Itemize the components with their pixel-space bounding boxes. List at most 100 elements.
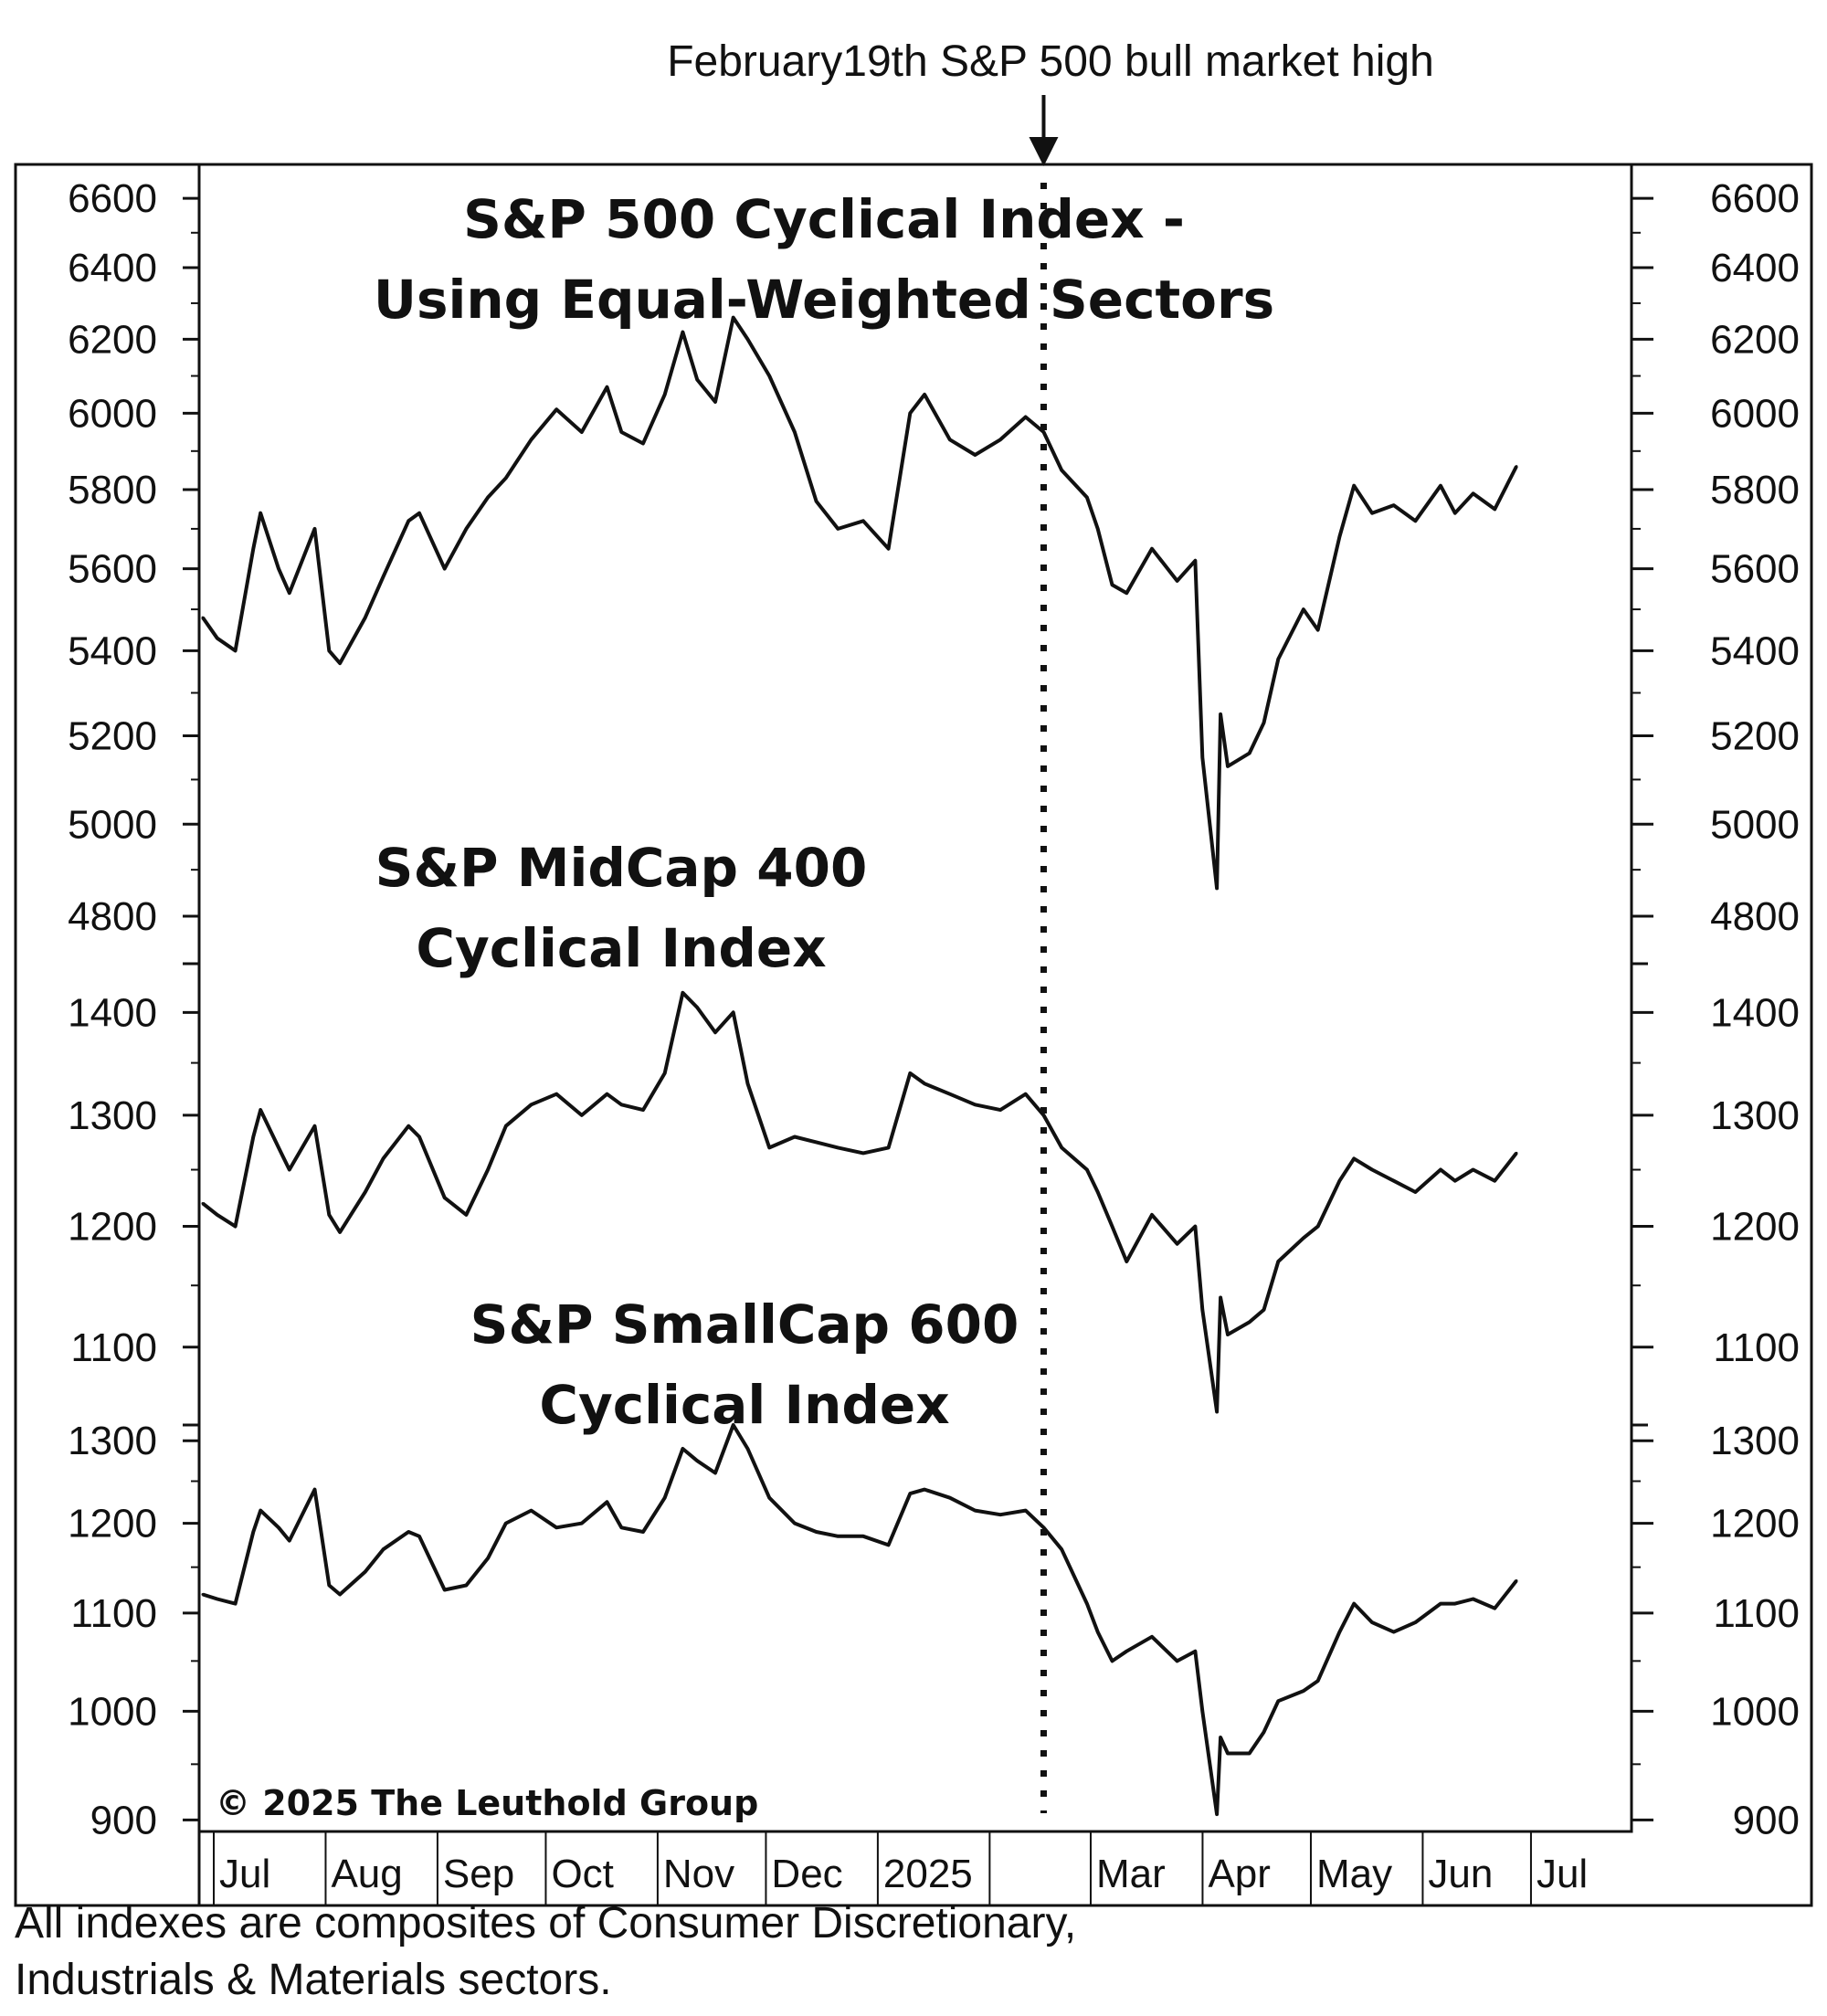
data-point (288, 1168, 291, 1172)
right-y-tick-label: 5400 (1710, 628, 1800, 673)
data-point (382, 575, 385, 578)
data-point (1302, 607, 1305, 611)
copyright-text: © 2025 The Leuthold Group (216, 1783, 758, 1823)
data-point (1515, 465, 1518, 469)
data-point (1200, 1709, 1204, 1713)
data-point (251, 547, 255, 551)
data-point (746, 1447, 750, 1451)
data-point (1262, 1730, 1265, 1734)
left-y-tick-label: 5800 (68, 468, 157, 512)
data-point (1041, 1525, 1045, 1529)
data-point (407, 1124, 410, 1128)
data-point (619, 1103, 623, 1106)
data-point (641, 1530, 645, 1534)
left-y-tick-label: 1000 (68, 1689, 157, 1734)
data-point (793, 430, 797, 434)
data-point (887, 1145, 891, 1149)
data-point (1493, 1179, 1496, 1183)
data-point (1439, 1602, 1442, 1606)
data-point (277, 1145, 280, 1149)
footnote-line-1: All indexes are composites of Consumer D… (15, 1899, 1077, 1947)
data-point (1352, 1156, 1356, 1160)
data-point (1024, 1509, 1028, 1513)
data-point (836, 527, 840, 531)
data-point (1493, 1607, 1496, 1610)
data-point (923, 1488, 926, 1492)
data-point (815, 500, 818, 503)
left-y-tick-label: 1200 (68, 1502, 157, 1546)
data-point (1215, 1812, 1219, 1816)
data-point (486, 496, 490, 500)
left-y-tick-label: 1300 (68, 1419, 157, 1463)
data-point (767, 1496, 771, 1500)
data-point (1472, 1168, 1475, 1172)
data-point (1316, 628, 1320, 632)
data-point (259, 512, 262, 515)
data-point (364, 616, 367, 619)
data-point (1316, 1679, 1320, 1683)
data-point (1337, 535, 1341, 539)
data-point (382, 1547, 385, 1551)
month-label: May (1316, 1852, 1392, 1896)
data-point (1493, 507, 1496, 511)
right-y-tick-label: 1200 (1710, 1205, 1800, 1250)
right-y-tick-label: 4800 (1710, 894, 1800, 939)
data-point (234, 1602, 238, 1606)
data-point (641, 1108, 645, 1112)
left-y-tick-label: 5600 (68, 547, 157, 592)
data-point (327, 649, 331, 652)
footnote-line-2: Industrials & Materials sectors. (15, 1956, 612, 2004)
outer-frame (14, 163, 1813, 1907)
left-y-tick-label: 1300 (68, 1093, 157, 1138)
data-point (234, 649, 238, 652)
data-point (1302, 1236, 1305, 1240)
data-point (1248, 1752, 1251, 1756)
data-point (1370, 512, 1374, 515)
data-point (605, 1500, 608, 1504)
data-point (1248, 752, 1251, 755)
data-point (201, 1201, 205, 1205)
data-point (681, 1447, 684, 1451)
data-point (580, 1114, 584, 1117)
panel-title-line: S&P SmallCap 600 (470, 1293, 1019, 1356)
data-point (312, 1488, 316, 1492)
data-point (1193, 1650, 1197, 1653)
data-point (580, 1522, 584, 1525)
data-point (732, 316, 735, 320)
right-y-tick-label: 1300 (1710, 1093, 1800, 1138)
data-point (554, 1092, 558, 1096)
left-y-tick-label: 1400 (68, 990, 157, 1035)
data-point (998, 1513, 1002, 1516)
data-point (695, 1006, 699, 1009)
data-point (1392, 1179, 1396, 1183)
data-point (443, 1588, 447, 1591)
data-point (1219, 712, 1222, 716)
data-point (407, 519, 410, 522)
data-point (1337, 1179, 1341, 1183)
right-y-tick-label: 5800 (1710, 468, 1800, 512)
data-point (251, 1135, 255, 1138)
data-point (1226, 765, 1230, 768)
data-point (1453, 512, 1457, 515)
right-y-tick-label: 1100 (1713, 1591, 1800, 1636)
data-point (327, 1213, 331, 1217)
data-point (234, 1225, 238, 1229)
panel-title-line: Cyclical Index (416, 917, 826, 979)
data-point (216, 1213, 219, 1217)
data-point (713, 1472, 717, 1475)
left-y-tick-label: 6200 (68, 317, 157, 362)
data-point (923, 393, 926, 396)
data-point (216, 1598, 219, 1601)
month-label: Jul (1537, 1852, 1588, 1896)
data-point (948, 438, 952, 441)
data-point (1226, 1333, 1230, 1336)
data-point (1439, 484, 1442, 488)
data-point (1060, 1145, 1063, 1149)
data-point (1226, 1752, 1230, 1756)
data-point (793, 1135, 797, 1138)
left-y-tick-label: 900 (90, 1798, 157, 1842)
data-point (1392, 1631, 1396, 1634)
data-point (1413, 519, 1417, 522)
data-point (338, 1230, 342, 1234)
